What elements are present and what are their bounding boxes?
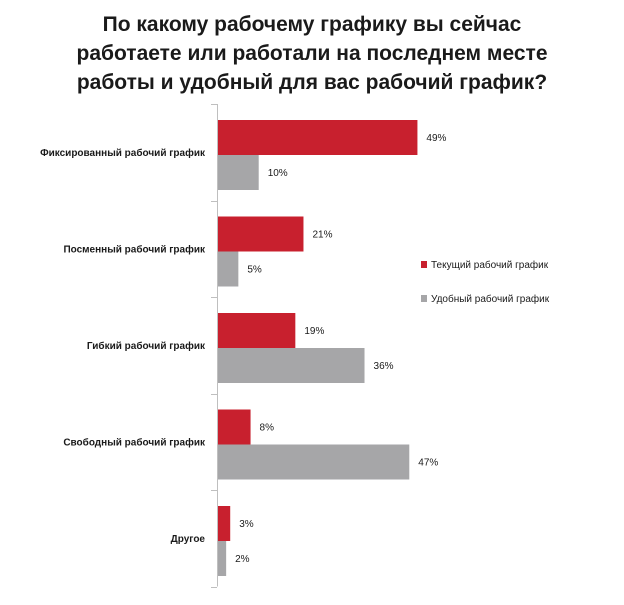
chart-title-line-3: работы и удобный для вас рабочий график? (76, 71, 548, 94)
bar-current (218, 409, 251, 445)
value-label-current: 49% (426, 133, 446, 144)
legend-swatch-current (421, 261, 427, 268)
chart-title: По какому рабочему графику вы сейчас раб… (0, 10, 624, 97)
bar-preferred (218, 155, 259, 190)
value-label-preferred: 36% (374, 361, 394, 372)
chart-title-line-1: По какому рабочему графику вы сейчас (102, 13, 522, 36)
bar-preferred (218, 444, 410, 480)
chart-title-line-2: работаете или работали на последнем мест… (76, 42, 548, 65)
bar-current (218, 120, 418, 155)
bar-current (218, 313, 296, 348)
value-label-preferred: 5% (247, 265, 262, 276)
value-label-preferred: 47% (418, 458, 438, 469)
legend-swatch-preferred (421, 295, 427, 302)
bar-current (218, 506, 231, 541)
category-label: Гибкий рабочий график (87, 340, 206, 352)
value-label-preferred: 10% (268, 168, 288, 179)
value-label-preferred: 2% (235, 554, 250, 565)
bar-current (218, 216, 304, 252)
value-label-current: 21% (312, 230, 332, 241)
category-label: Другое (171, 534, 206, 545)
value-label-current: 3% (239, 519, 254, 530)
category-label: Фиксированный рабочий график (40, 147, 206, 159)
category-label: Посменный рабочий график (63, 243, 206, 255)
category-label: Свободный рабочий график (63, 436, 206, 448)
value-label-current: 8% (260, 423, 275, 434)
bar-preferred (218, 541, 227, 576)
value-label-current: 19% (304, 326, 324, 337)
legend-label-current: Текущий рабочий график (431, 259, 549, 271)
bar-preferred (218, 348, 365, 383)
bar-preferred (218, 251, 239, 287)
legend-label-preferred: Удобный рабочий график (431, 293, 550, 305)
